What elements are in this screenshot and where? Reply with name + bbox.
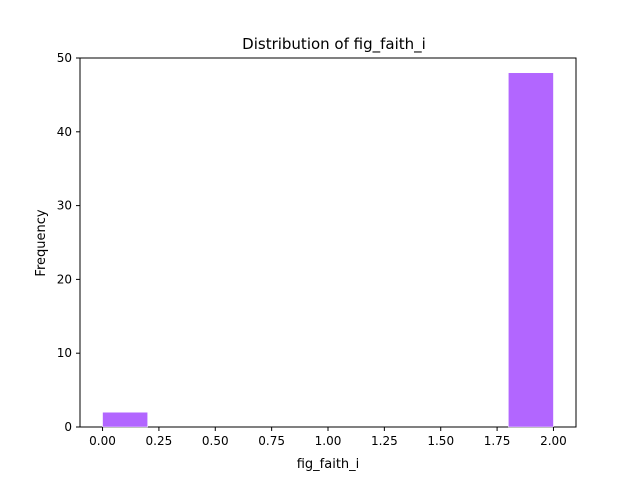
y-tick-label: 20: [57, 272, 72, 286]
y-axis-ticks: 0 10 20 30 40 50: [57, 51, 80, 434]
x-tick-label: 1.25: [371, 434, 398, 448]
plot-frame: [79, 57, 577, 428]
y-tick-label: 0: [64, 420, 72, 434]
histogram-bar-1: [508, 72, 554, 428]
bars-group: [102, 72, 554, 428]
chart-title: Distribution of fig_faith_i: [242, 35, 426, 54]
histogram-bar-0: [102, 411, 148, 428]
x-tick-label: 0.25: [146, 434, 173, 448]
y-tick-label: 50: [57, 51, 72, 65]
y-tick-label: 40: [57, 125, 72, 139]
x-tick-label: 0.00: [89, 434, 116, 448]
x-tick-label: 1.50: [427, 434, 454, 448]
y-tick-label: 10: [57, 346, 72, 360]
x-tick-label: 1.75: [484, 434, 511, 448]
y-tick-label: 30: [57, 199, 72, 213]
x-tick-label: 0.50: [202, 434, 229, 448]
x-axis-ticks: 0.00 0.25 0.50 0.75 1.00 1.25 1.50 1.75 2.00: [89, 427, 567, 448]
x-axis-label: fig_faith_i: [297, 457, 360, 472]
y-axis-label: Frequency: [34, 209, 49, 276]
x-tick-label: 1.00: [315, 434, 342, 448]
x-tick-label: 0.75: [258, 434, 285, 448]
x-tick-label: 2.00: [540, 434, 567, 448]
